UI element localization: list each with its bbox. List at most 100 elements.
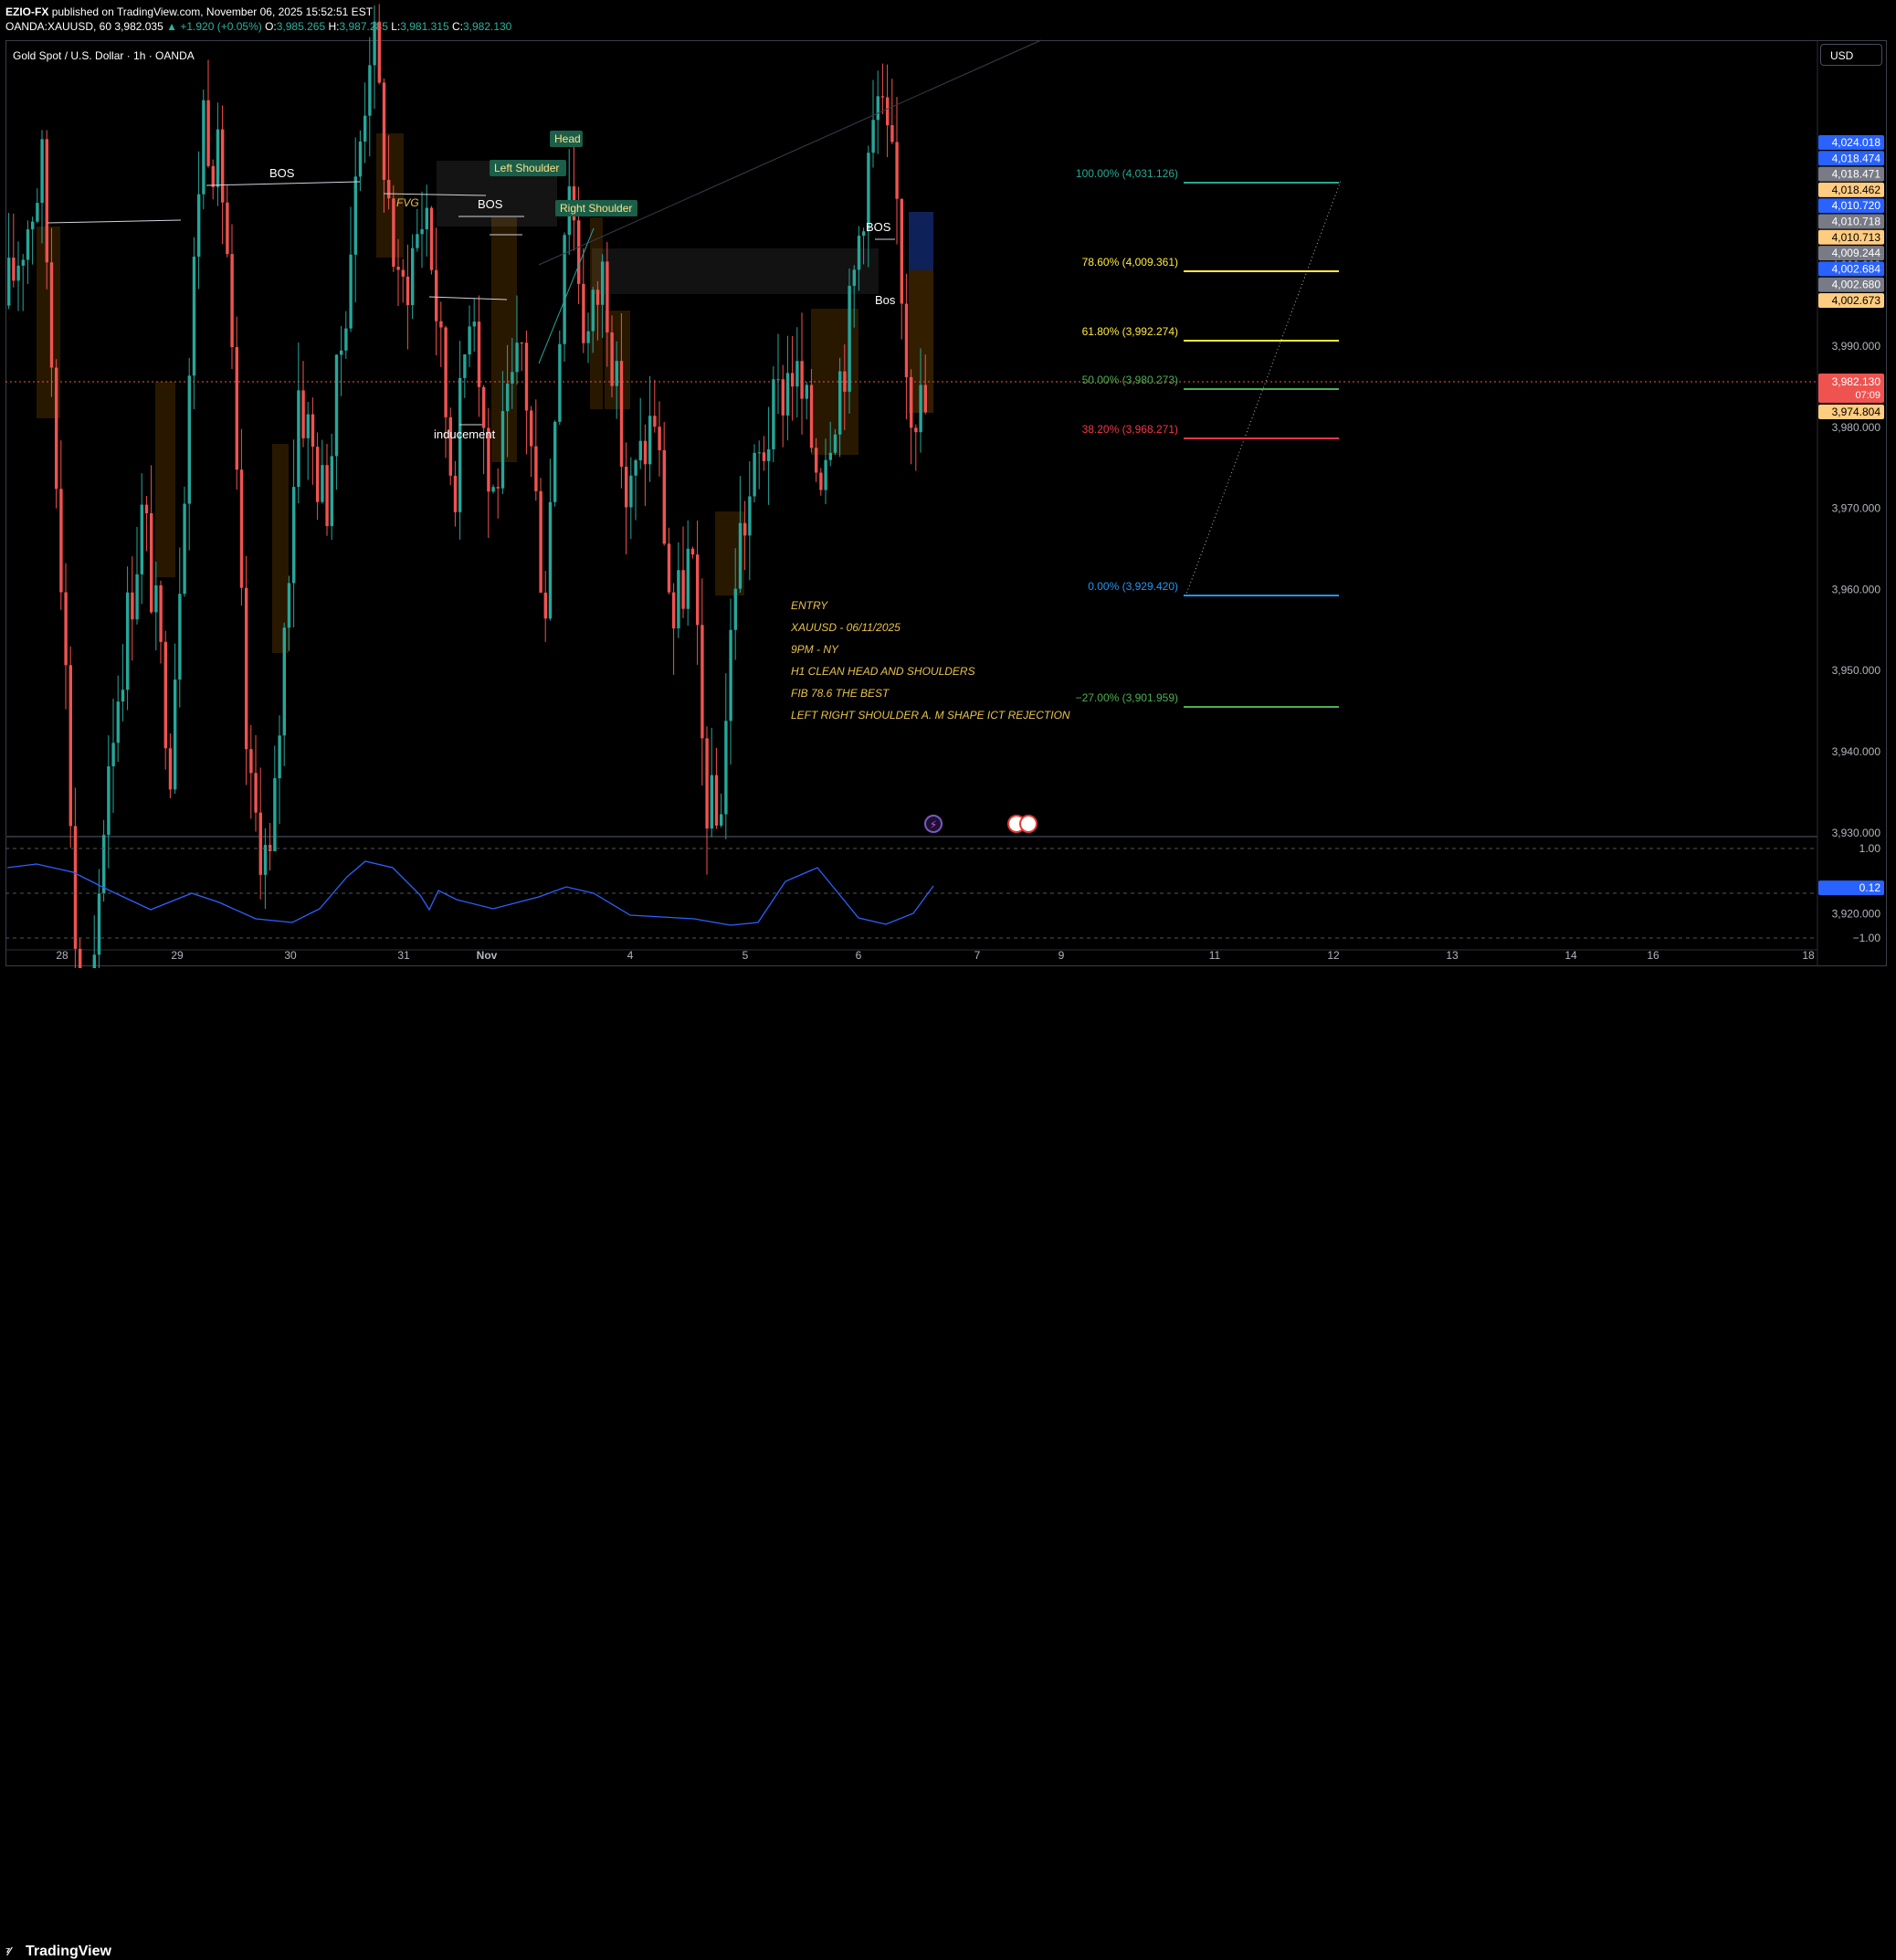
candle-body (539, 490, 542, 593)
time-label: 16 (1647, 949, 1659, 962)
candle-body (776, 379, 780, 381)
fib-level-label: 61.80% (3,992.274) (1082, 325, 1178, 338)
candle-body (681, 570, 685, 609)
candle-body (392, 198, 395, 268)
candle-body (31, 221, 35, 230)
candle-body (743, 522, 747, 536)
candle-body (586, 331, 590, 343)
candle-body (914, 427, 918, 433)
candle-body (411, 248, 415, 306)
candle-body (520, 342, 523, 344)
candle-body (852, 269, 856, 286)
publish-date: published on TradingView.com, November 0… (51, 5, 374, 18)
candle-body (530, 410, 533, 447)
candle-body (862, 231, 866, 237)
candle-body (558, 343, 562, 422)
price-tick: 3,980.000 (1832, 421, 1881, 434)
price-badge (1818, 166, 1884, 182)
currency-button[interactable]: USD (1820, 44, 1882, 66)
candle-body (720, 814, 723, 826)
candle-body (401, 269, 405, 277)
candle-body (838, 371, 842, 435)
candle-body (857, 236, 861, 270)
candle-body (306, 414, 310, 438)
candle-body (733, 588, 737, 630)
osc-value-label: 0.12 (1859, 881, 1881, 894)
shoulder-trend-line (538, 227, 595, 364)
candle-body (387, 179, 391, 199)
candle-body (49, 262, 54, 368)
candle-body (448, 416, 452, 476)
candle-body (543, 592, 547, 619)
candle-body (653, 416, 657, 427)
price-tick: 3,930.000 (1832, 827, 1881, 839)
price-badge (1818, 198, 1884, 214)
fibonacci-retracement: 100.00% (4,031.126) 78.60% (4,009.361) 61.… (1076, 167, 1339, 708)
candle-body (121, 690, 125, 702)
time-label: 28 (56, 949, 68, 962)
symbol-label: OANDA:XAUUSD, 60 (5, 20, 112, 33)
chart-title: Gold Spot / U.S. Dollar · 1h · OANDA (13, 49, 195, 62)
price-badge-label: 4,010.720 (1832, 199, 1881, 212)
candle-body (178, 594, 182, 680)
candle-body (373, 21, 376, 66)
left-shoulder-label-bg (490, 160, 566, 176)
candle-body (59, 489, 63, 593)
chart-annotations: BOS BOS BOS Bos FVG inducement Head Left Should… (269, 131, 896, 441)
candle-body (140, 504, 143, 574)
bos-label: Bos (875, 293, 896, 307)
candle-body (487, 427, 490, 492)
candle-body (824, 459, 827, 490)
candle-body (904, 303, 909, 377)
candle-body (753, 452, 756, 497)
level-badge (1818, 405, 1884, 419)
candle-body (880, 96, 885, 98)
candle-body (7, 258, 11, 306)
time-label: 31 (397, 949, 410, 962)
candle-body (595, 290, 600, 305)
price-change: ▲ +1.920 (+0.05%) (166, 20, 262, 33)
candle-body (638, 440, 642, 461)
candle-body (435, 269, 438, 321)
candle-body (848, 285, 851, 392)
time-label: 4 (627, 949, 634, 962)
candle-body (126, 592, 130, 690)
candle-body (353, 176, 357, 255)
candle-body (919, 385, 922, 433)
bos-line (205, 181, 361, 186)
candle-body (131, 592, 134, 620)
entry-note-line: 9PM - NY (791, 643, 839, 656)
time-label: 5 (743, 949, 749, 962)
author-name[interactable]: EZIO-FX (5, 5, 49, 18)
candle-body (420, 229, 424, 235)
candle-body (439, 321, 443, 328)
candle-body (876, 96, 880, 121)
candle-body (297, 390, 300, 488)
entry-note-line: XAUUSD - 06/11/2025 (790, 621, 901, 634)
candle-body (287, 583, 291, 628)
open-value: 3,985.265 (276, 20, 326, 33)
candle-body (150, 512, 153, 613)
tradingview-logo[interactable]: ⁷⁄ TradingView (5, 1944, 111, 1960)
candle-body (762, 452, 766, 461)
lightning-icon (924, 815, 943, 833)
candle-body (511, 372, 514, 384)
candle-body (16, 265, 20, 281)
zone-box (155, 382, 175, 577)
entry-note-line: LEFT RIGHT SHOULDER A. M SHAPE ICT REJEC… (791, 709, 1070, 722)
low-value: 3,981.315 (400, 20, 449, 33)
candle-body (867, 153, 870, 232)
candle-body (116, 701, 120, 743)
fib-level-label: 100.00% (4,031.126) (1076, 167, 1178, 180)
candle-body (135, 574, 139, 620)
chart-frame[interactable] (5, 40, 1887, 966)
candle-body (714, 775, 719, 826)
candle-body (515, 342, 519, 373)
candle-body (330, 456, 333, 527)
candle-body (923, 385, 927, 413)
time-label: 18 (1802, 949, 1815, 962)
price-chart[interactable]: 100.00% (4,031.126)78.60% (4,009.361)61.… (0, 0, 1896, 1001)
candle-body (187, 375, 191, 504)
candle-body (325, 465, 329, 527)
candle-body (416, 234, 419, 248)
